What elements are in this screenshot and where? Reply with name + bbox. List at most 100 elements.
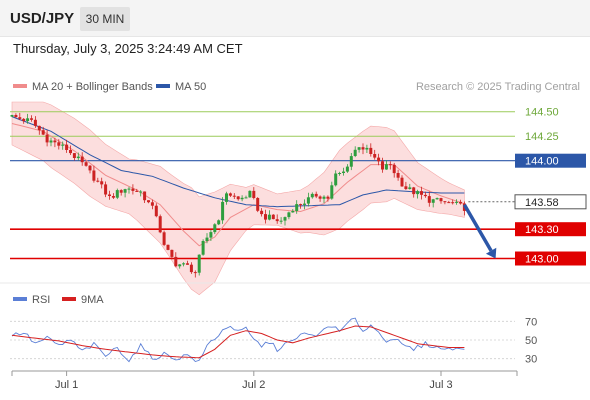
candle-body bbox=[209, 232, 213, 238]
candle-body bbox=[111, 196, 115, 198]
candle-body bbox=[330, 185, 334, 199]
candle-body bbox=[197, 254, 201, 273]
candle-body bbox=[33, 119, 37, 126]
candle-body bbox=[182, 263, 186, 265]
candle-body bbox=[143, 191, 147, 201]
candle-body bbox=[139, 191, 143, 193]
candle-body bbox=[260, 210, 264, 215]
candle-body bbox=[310, 193, 314, 198]
candle-body bbox=[147, 200, 150, 203]
candle-body bbox=[76, 156, 80, 159]
candle-body bbox=[322, 196, 326, 199]
x-axis: Jul 1 Jul 2 Jul 3 bbox=[11, 370, 518, 391]
candle-body bbox=[287, 212, 291, 218]
rsi-tick-label: 30 bbox=[525, 354, 537, 366]
candle-body bbox=[225, 193, 228, 202]
candle-body bbox=[455, 201, 459, 203]
candle-body bbox=[189, 264, 193, 273]
ma50-legend-swatch bbox=[156, 84, 170, 88]
candle-body bbox=[154, 205, 158, 217]
timestamp: Thursday, July 3, 2025 3:24:49 AM CET bbox=[13, 41, 243, 56]
candle-body bbox=[400, 177, 404, 187]
candle-body bbox=[295, 204, 299, 211]
candle-body bbox=[271, 214, 275, 220]
level-tag-143.00 bbox=[515, 251, 586, 266]
candle-body bbox=[404, 186, 408, 189]
candle-body bbox=[127, 188, 131, 190]
candle-body bbox=[236, 196, 240, 200]
rsi-tick-label: 50 bbox=[525, 335, 537, 347]
forecast-arrow-head bbox=[485, 247, 497, 259]
candle-body bbox=[369, 147, 373, 154]
candlesticks bbox=[10, 112, 466, 278]
candle-body bbox=[423, 194, 427, 197]
level-label-144.50: 144.50 bbox=[525, 107, 559, 119]
rsi-legend: RSI 9MA bbox=[13, 294, 104, 306]
candle-body bbox=[420, 191, 423, 195]
candle-body bbox=[49, 140, 53, 143]
watermark: Research © 2025 Trading Central bbox=[416, 81, 580, 93]
candle-body bbox=[104, 184, 108, 195]
candle-body bbox=[213, 224, 217, 233]
candle-body bbox=[373, 154, 377, 158]
rsi-ma-legend-swatch bbox=[62, 297, 76, 301]
candle-body bbox=[427, 196, 431, 203]
candle-body bbox=[26, 118, 30, 122]
candle-body bbox=[108, 194, 111, 196]
candle-body bbox=[115, 190, 119, 198]
rsi-tick-label: 70 bbox=[525, 316, 537, 328]
level-tag-144.00 bbox=[515, 153, 586, 168]
candle-body bbox=[41, 130, 45, 135]
candle-body bbox=[100, 181, 104, 185]
candle-body bbox=[353, 149, 357, 156]
candle-body bbox=[244, 197, 248, 199]
candle-body bbox=[439, 198, 443, 202]
candle-body bbox=[451, 202, 455, 204]
candle-body bbox=[119, 190, 123, 193]
x-axis-label: Jul 3 bbox=[429, 379, 452, 391]
candle-body bbox=[193, 272, 197, 274]
candle-body bbox=[174, 256, 178, 267]
candle-body bbox=[396, 173, 400, 178]
candle-body bbox=[14, 115, 18, 118]
rsi-ma-legend-label: 9MA bbox=[81, 294, 104, 306]
current-price-label: 143.58 bbox=[525, 197, 559, 209]
candle-body bbox=[338, 173, 342, 174]
candle-body bbox=[342, 171, 345, 173]
candle-body bbox=[408, 187, 412, 189]
candle-body bbox=[431, 199, 435, 203]
level-label-143.00: 143.00 bbox=[525, 254, 559, 266]
candle-body bbox=[388, 164, 392, 166]
price-level-tags: 144.50 144.25 144.00 143.30 143.00 143.58 bbox=[514, 107, 587, 266]
candle-body bbox=[459, 201, 462, 204]
candle-body bbox=[349, 156, 353, 167]
candle-body bbox=[326, 196, 330, 199]
forecast-arrow bbox=[462, 203, 497, 259]
candle-body bbox=[65, 144, 69, 150]
candle-body bbox=[37, 125, 41, 131]
candle-body bbox=[381, 161, 384, 170]
ma50-line bbox=[11, 116, 465, 208]
rsi-ma-line bbox=[11, 325, 465, 359]
candle-body bbox=[150, 202, 154, 206]
candle-body bbox=[416, 191, 420, 195]
candle-body bbox=[228, 193, 232, 196]
candle-body bbox=[10, 115, 14, 117]
candle-body bbox=[283, 217, 287, 221]
forecast-arrow-shaft bbox=[462, 203, 493, 252]
ma20-legend-swatch bbox=[13, 84, 27, 88]
candle-body bbox=[240, 197, 244, 200]
candle-body bbox=[170, 249, 174, 257]
candle-body bbox=[256, 198, 260, 211]
candle-body bbox=[447, 202, 451, 204]
symbol-title: USD/JPY bbox=[10, 10, 75, 27]
rsi-legend-label: RSI bbox=[32, 294, 50, 306]
candle-body bbox=[186, 263, 189, 265]
header-bar: USD/JPY 30 MIN bbox=[0, 0, 590, 37]
candle-body bbox=[303, 203, 306, 205]
timeframe-button[interactable]: 30 MIN bbox=[80, 7, 130, 31]
rsi-line bbox=[11, 317, 465, 363]
candle-body bbox=[53, 140, 57, 143]
candle-body bbox=[318, 196, 322, 199]
